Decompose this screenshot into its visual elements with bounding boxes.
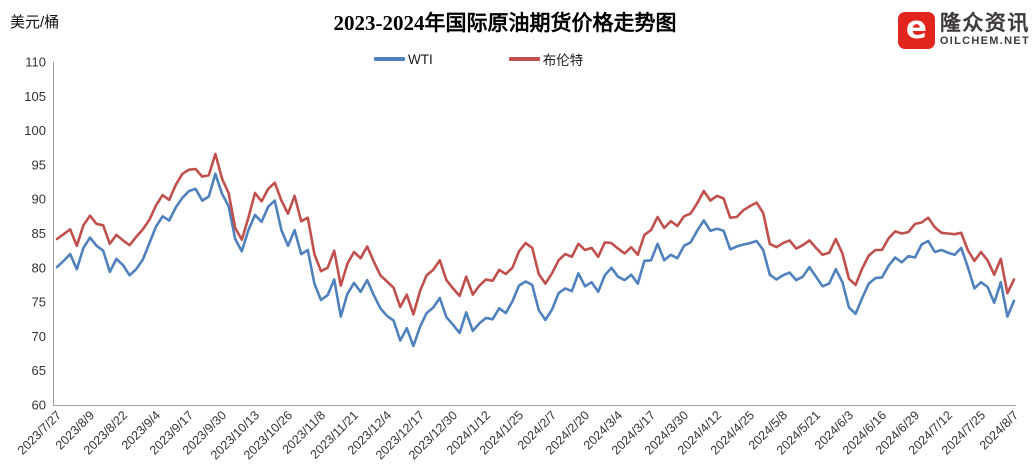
legend-label-wti: WTI <box>408 51 433 67</box>
brand-logo: e 隆众资讯 OILCHEM.NET <box>897 10 1030 49</box>
x-tick-label: 2023/7/27 <box>15 408 64 457</box>
y-tick-label: 75 <box>32 295 46 310</box>
brent-legend-line-swatch <box>508 57 540 61</box>
y-tick-label: 60 <box>32 398 46 413</box>
brent-series-line <box>55 152 1016 316</box>
legend-item-brent: 布伦特 <box>508 49 584 69</box>
wti-series-line <box>55 172 1016 348</box>
oilchem-logo-glyph: e <box>905 10 927 46</box>
legend-label-brent: 布伦特 <box>542 53 584 68</box>
y-tick-label: 100 <box>24 123 46 138</box>
chart-title: 2023-2024年国际原油期货价格走势图 <box>333 11 677 35</box>
y-tick-label: 95 <box>32 157 46 172</box>
y-tick-label: 85 <box>32 226 46 241</box>
y-tick-label: 65 <box>32 363 46 378</box>
y-tick-label: 110 <box>25 55 46 70</box>
y-tick-label: 105 <box>24 89 46 104</box>
brand-name-en: OILCHEM.NET <box>939 35 1030 48</box>
y-tick-label: 70 <box>32 329 46 344</box>
y-tick-label: 80 <box>32 260 46 275</box>
y-tick-label: 90 <box>32 192 46 207</box>
wti-legend-line-swatch <box>374 57 405 61</box>
brand-logo-text: 隆众资讯 OILCHEM.NET <box>940 12 1030 47</box>
y-axis-unit-label: 美元/桶 <box>10 14 60 31</box>
oilchem-logo-icon: e <box>897 10 935 49</box>
legend-item-wti: WTI <box>374 52 433 67</box>
brand-name-cn: 隆众资讯 <box>939 12 1030 35</box>
chart-legend: WTI 布伦特 <box>374 49 583 69</box>
